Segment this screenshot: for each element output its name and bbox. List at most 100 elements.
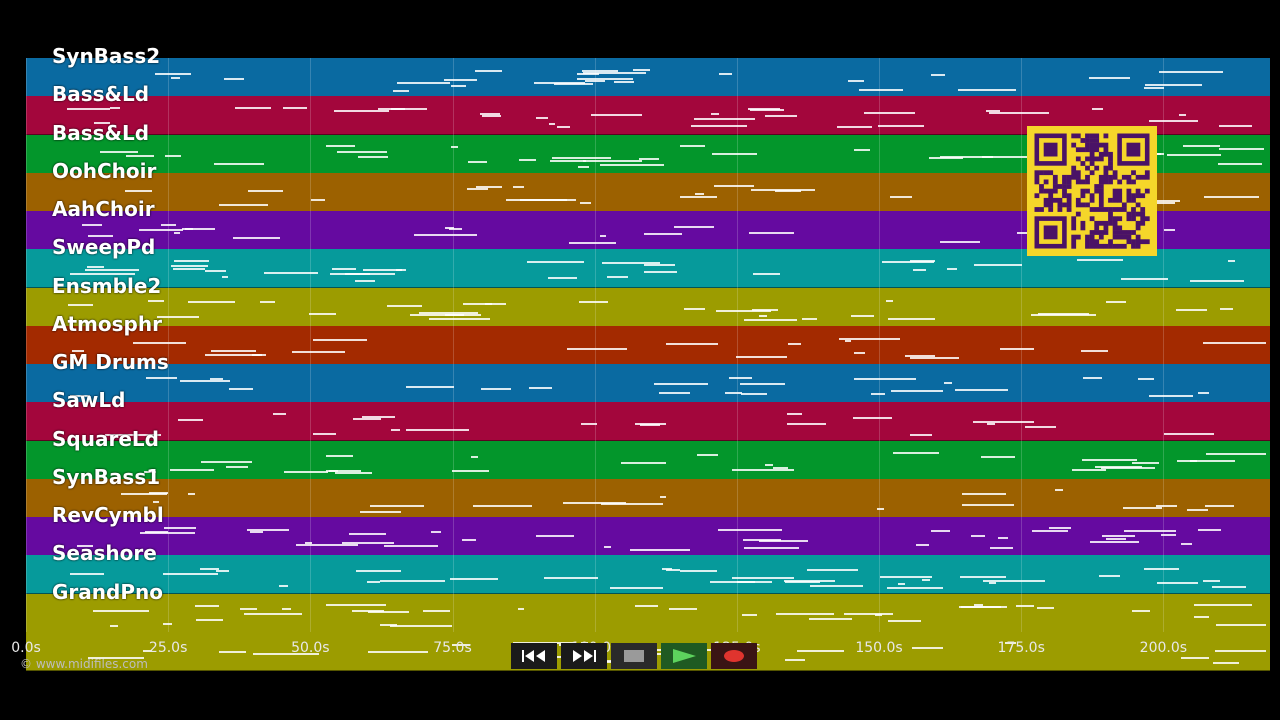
note-mark bbox=[1144, 87, 1165, 90]
note-mark bbox=[204, 353, 262, 356]
note-mark bbox=[668, 608, 697, 611]
note-mark bbox=[679, 196, 718, 199]
note-mark bbox=[731, 469, 794, 472]
note-mark bbox=[581, 69, 619, 72]
note-mark bbox=[389, 624, 452, 627]
note-mark bbox=[379, 579, 446, 582]
note-mark bbox=[467, 160, 488, 163]
note-mark bbox=[348, 532, 386, 535]
note-mark bbox=[354, 280, 376, 283]
note-mark bbox=[848, 80, 864, 83]
note-mark bbox=[452, 470, 489, 473]
track-label: RevCymbl bbox=[52, 503, 164, 527]
note-mark bbox=[962, 492, 1007, 495]
note-mark bbox=[309, 312, 336, 315]
note-mark bbox=[1203, 196, 1259, 199]
note-mark bbox=[930, 73, 945, 76]
note-mark bbox=[887, 619, 921, 622]
note-mark bbox=[787, 342, 802, 345]
note-mark bbox=[999, 347, 1034, 350]
grid-line bbox=[452, 58, 454, 632]
note-mark bbox=[684, 308, 706, 311]
note-mark bbox=[584, 80, 605, 83]
note-mark bbox=[244, 613, 303, 616]
note-mark bbox=[601, 261, 660, 264]
note-mark bbox=[180, 380, 230, 383]
note-mark bbox=[1120, 278, 1168, 281]
note-mark bbox=[345, 273, 395, 276]
note-mark bbox=[325, 145, 356, 148]
note-mark bbox=[634, 604, 659, 607]
note-mark bbox=[1219, 125, 1253, 128]
note-mark bbox=[599, 234, 606, 237]
track-label: GM Drums bbox=[52, 350, 169, 374]
note-mark bbox=[428, 318, 490, 321]
note-mark bbox=[990, 546, 1013, 549]
note-mark bbox=[944, 381, 952, 384]
note-mark bbox=[1194, 603, 1252, 606]
note-mark bbox=[775, 190, 802, 193]
note-mark bbox=[99, 150, 138, 153]
note-mark bbox=[201, 461, 252, 464]
note-mark bbox=[152, 501, 159, 504]
note-mark bbox=[367, 580, 381, 583]
note-mark bbox=[1205, 504, 1234, 507]
note-mark bbox=[569, 242, 616, 245]
note-mark bbox=[67, 108, 111, 111]
note-mark bbox=[653, 383, 708, 386]
note-mark bbox=[694, 192, 705, 195]
note-mark bbox=[71, 349, 84, 352]
note-mark bbox=[601, 503, 663, 506]
note-mark bbox=[332, 267, 357, 270]
note-mark bbox=[998, 537, 1009, 540]
note-mark bbox=[355, 570, 401, 573]
note-mark bbox=[1142, 201, 1176, 204]
note-mark bbox=[1100, 467, 1156, 470]
note-mark bbox=[673, 225, 714, 228]
note-mark bbox=[603, 545, 611, 548]
note-mark bbox=[1077, 259, 1123, 262]
note-mark bbox=[479, 112, 500, 115]
grid-line bbox=[26, 58, 27, 632]
note-mark bbox=[970, 535, 985, 538]
play-button[interactable] bbox=[661, 643, 707, 669]
note-mark bbox=[145, 530, 168, 533]
note-mark bbox=[216, 569, 229, 572]
note-mark bbox=[1132, 609, 1150, 612]
note-mark bbox=[807, 569, 858, 572]
fast-forward-button[interactable] bbox=[561, 643, 607, 669]
note-mark bbox=[329, 469, 361, 472]
note-mark bbox=[973, 604, 984, 607]
note-mark bbox=[1167, 153, 1222, 156]
note-mark bbox=[728, 377, 753, 380]
grid-line bbox=[1163, 58, 1165, 632]
note-mark bbox=[133, 341, 187, 344]
note-mark bbox=[710, 581, 773, 584]
note-mark bbox=[126, 154, 155, 157]
note-mark bbox=[876, 508, 884, 511]
note-mark bbox=[961, 605, 1008, 608]
note-mark bbox=[85, 268, 139, 271]
grid-line bbox=[594, 58, 596, 632]
note-mark bbox=[406, 385, 455, 388]
stop-button[interactable] bbox=[611, 643, 657, 669]
record-button[interactable] bbox=[711, 643, 757, 669]
note-mark bbox=[853, 378, 916, 381]
note-mark bbox=[263, 271, 318, 274]
note-mark bbox=[1036, 607, 1054, 610]
note-mark bbox=[1090, 540, 1140, 543]
note-mark bbox=[644, 271, 678, 274]
note-mark bbox=[947, 267, 958, 270]
note-mark bbox=[252, 353, 267, 356]
note-mark bbox=[187, 492, 195, 495]
note-mark bbox=[449, 577, 498, 580]
note-mark bbox=[1205, 453, 1266, 456]
rewind-button[interactable] bbox=[511, 643, 557, 669]
note-mark bbox=[638, 158, 659, 161]
note-mark bbox=[1089, 77, 1131, 80]
note-mark bbox=[379, 624, 398, 627]
note-mark bbox=[1163, 432, 1214, 435]
grid-line bbox=[879, 58, 881, 632]
note-mark bbox=[70, 272, 136, 275]
note-mark bbox=[1071, 468, 1107, 471]
